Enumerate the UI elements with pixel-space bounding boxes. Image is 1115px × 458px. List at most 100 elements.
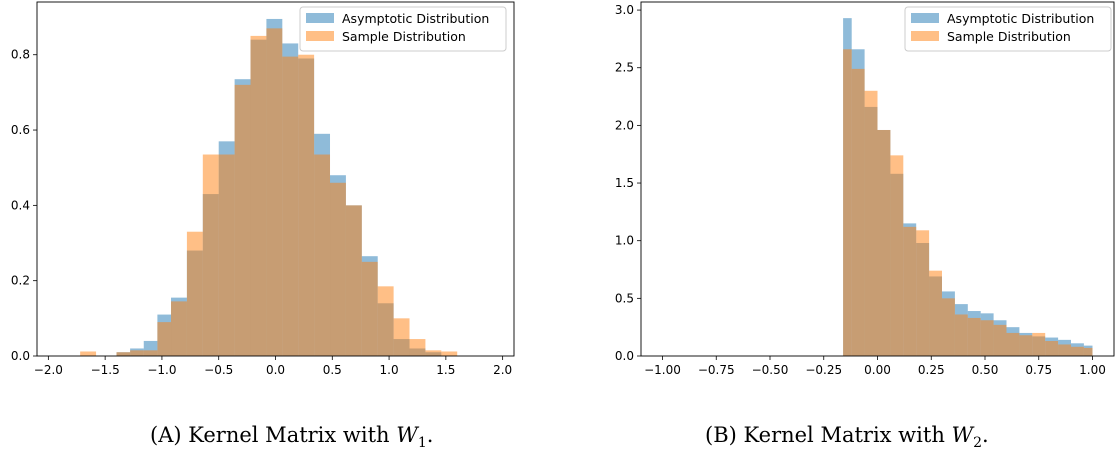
histogram-bar xyxy=(130,350,144,356)
caption-a: (A) Kernel Matrix with W1. xyxy=(150,423,433,451)
caption-a-end: . xyxy=(426,423,434,447)
histogram-bar xyxy=(1006,332,1020,356)
caption-a-letter: (A) xyxy=(150,423,182,447)
legend-box xyxy=(299,6,507,52)
histogram-bar xyxy=(186,231,203,356)
x-tick-label: −0.5 xyxy=(204,363,233,377)
y-tick-label: 0.6 xyxy=(11,123,30,137)
histogram-bar xyxy=(250,35,267,356)
x-tick-label: −1.5 xyxy=(91,363,120,377)
caption-a-var: W1 xyxy=(396,423,427,452)
histogram-bar xyxy=(903,226,917,356)
x-tick-label: −1.00 xyxy=(644,363,681,377)
x-tick-label: 0.00 xyxy=(864,363,891,377)
histogram-bar xyxy=(425,350,442,356)
histogram-bar xyxy=(441,351,458,356)
legend-label: Sample Distribution xyxy=(342,29,466,44)
histogram-bar xyxy=(345,205,362,356)
x-tick-label: 1.00 xyxy=(1079,363,1106,377)
histogram-bar xyxy=(1019,335,1033,356)
histogram-bar xyxy=(409,339,426,356)
legend-label: Asymptotic Distribution xyxy=(342,11,489,26)
y-tick-label: 0.0 xyxy=(11,349,30,363)
histogram-bar xyxy=(890,155,904,356)
histogram-bar xyxy=(202,154,219,356)
histogram-bar xyxy=(143,350,158,356)
x-tick-label: −0.75 xyxy=(698,363,735,377)
histogram-bar xyxy=(929,270,942,356)
x-tick-label: 0.75 xyxy=(1025,363,1052,377)
histogram-bar xyxy=(171,301,187,356)
histogram-bar xyxy=(234,84,251,356)
series-a-sample xyxy=(80,28,458,357)
legend-b: Asymptotic Distribution Sample Distributi… xyxy=(904,6,1112,52)
x-tick-label: −1.0 xyxy=(147,363,176,377)
y-tick-label: 2.0 xyxy=(615,118,634,132)
legend-label: Asymptotic Distribution xyxy=(947,11,1094,26)
y-tick-label: 0.5 xyxy=(615,291,634,305)
caption-b: (B) Kernel Matrix with W2. xyxy=(705,423,989,451)
histogram-bar xyxy=(993,324,1007,356)
chart-a: −2.0 −1.5 −1.0 −0.5 0.0 0.5 1.0 1.5 2.0 0.0 0.2 0.4… xyxy=(11,1,515,377)
x-tick-label: −0.25 xyxy=(805,363,842,377)
y-tick-label: 0.4 xyxy=(11,198,30,212)
histogram-bar xyxy=(980,320,994,356)
caption-b-letter: (B) xyxy=(705,423,737,447)
histogram-bar xyxy=(218,154,235,356)
histogram-bar xyxy=(330,182,346,356)
histogram-bar xyxy=(157,322,172,356)
histogram-bar xyxy=(298,54,315,356)
caption-b-end: . xyxy=(982,423,989,447)
caption-a-sub: 1 xyxy=(417,435,427,452)
x-tick-label: 2.0 xyxy=(493,363,512,377)
histogram-bar xyxy=(1071,346,1084,356)
histogram-bar xyxy=(1032,332,1046,356)
histogram-bar xyxy=(361,261,378,356)
histogram-bar xyxy=(864,90,878,356)
chart-b: −1.00 −0.75 −0.50 −0.25 0.00 0.25 0.50 0.75 1.00… xyxy=(615,1,1115,377)
y-tick-label: 3.0 xyxy=(615,3,634,17)
histogram-bar xyxy=(282,56,299,357)
legend-a: Asymptotic Distribution Sample Distributi… xyxy=(299,6,507,52)
histogram-bar xyxy=(954,314,968,356)
histogram-bar xyxy=(843,49,852,356)
x-tick-label: 1.5 xyxy=(436,363,455,377)
legend-box xyxy=(904,6,1112,52)
y-tick-label: 0.0 xyxy=(615,349,634,363)
y-tick-label: 0.2 xyxy=(11,274,30,288)
legend-swatch xyxy=(911,31,939,41)
y-tick-label: 1.5 xyxy=(615,176,634,190)
series-b-sample xyxy=(843,49,1093,356)
histogram-bar xyxy=(80,351,97,356)
caption-b-var: W2 xyxy=(951,423,983,452)
y-tick-label: 2.5 xyxy=(615,61,634,75)
x-tick-label: 0.0 xyxy=(266,363,285,377)
histogram-bar xyxy=(916,230,930,356)
histogram-bar xyxy=(377,286,394,356)
x-tick-label: 0.5 xyxy=(323,363,342,377)
x-tick-label: 0.50 xyxy=(972,363,999,377)
histogram-bar xyxy=(116,352,131,356)
caption-b-text: Kernel Matrix with xyxy=(743,423,945,447)
legend-swatch xyxy=(306,31,334,41)
legend-swatch xyxy=(306,13,334,23)
x-tick-label: 1.0 xyxy=(380,363,399,377)
y-tick-label: 0.8 xyxy=(11,48,30,62)
histogram-bar xyxy=(851,68,865,356)
caption-a-text: Kernel Matrix with xyxy=(188,423,390,447)
histogram-bar xyxy=(393,318,410,356)
x-tick-label: −0.50 xyxy=(752,363,789,377)
histogram-bar xyxy=(1058,344,1071,356)
legend-swatch xyxy=(911,13,939,23)
legend-label: Sample Distribution xyxy=(947,29,1071,44)
x-tick-label: −2.0 xyxy=(34,363,63,377)
histogram-bar xyxy=(266,28,283,357)
histogram-bar xyxy=(967,317,981,356)
histogram-bar xyxy=(1045,341,1059,356)
histogram-bar xyxy=(877,129,891,356)
histogram-bar xyxy=(942,298,955,356)
y-tick-label: 1.0 xyxy=(615,234,634,248)
histogram-bar xyxy=(1083,347,1093,356)
x-tick-label: 0.25 xyxy=(918,363,945,377)
